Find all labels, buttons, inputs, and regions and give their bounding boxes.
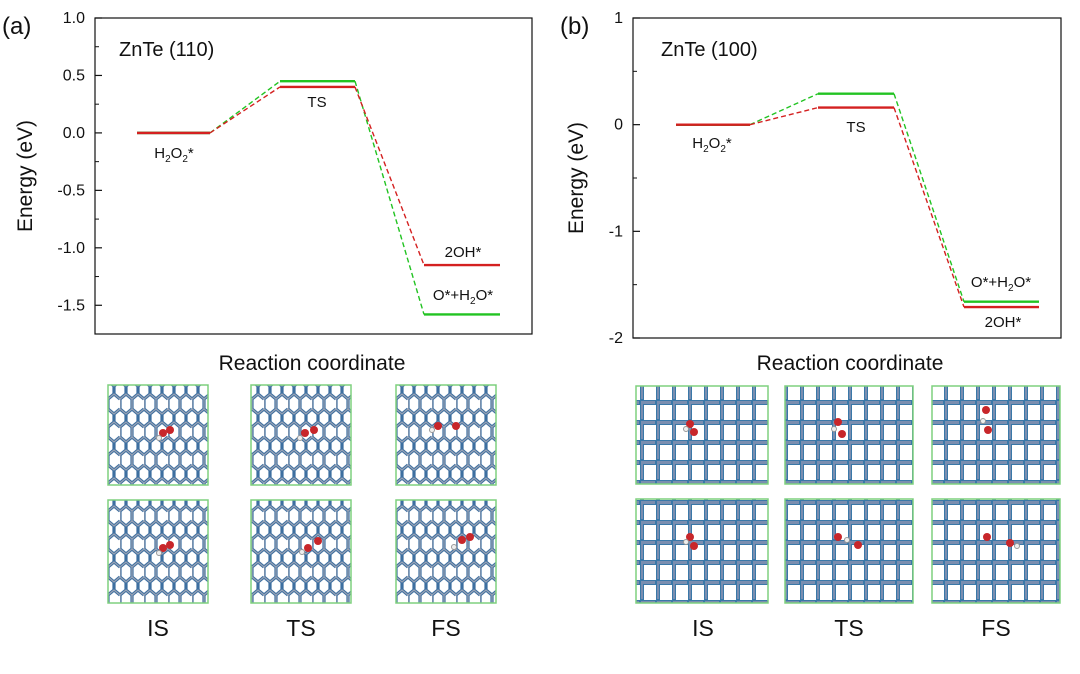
panel-b: (b) ZnTe (100) Energy (eV) Reaction coor… [560, 10, 1062, 641]
y-tick-label: -1 [609, 223, 623, 240]
reaction-path-connector [354, 86, 425, 266]
structure-fs-bottom [395, 499, 497, 604]
y-tick-label: 0 [614, 117, 623, 134]
structure-fs-bottom [931, 498, 1061, 604]
structure-ts-top [250, 384, 352, 486]
reaction-path-connector [209, 86, 281, 134]
ts-state-label: TS [846, 119, 865, 136]
adsorbate-molecules [156, 422, 474, 556]
structure-images [107, 384, 497, 604]
structure-label-is: IS [692, 615, 714, 641]
fs-label-o-h2o: O*+H2O* [971, 274, 1031, 294]
chart-title: ZnTe (100) [661, 39, 758, 61]
structure-label-is: IS [147, 615, 169, 641]
y-tick-label: -0.5 [57, 182, 85, 199]
ts-state-label: TS [307, 94, 326, 111]
y-tick-label: 1 [614, 10, 623, 27]
structure-label-fs: FS [981, 615, 1010, 641]
is-state-label: H2O2* [154, 145, 194, 165]
y-tick-label: -1.0 [57, 240, 85, 257]
structure-is-top [107, 384, 209, 486]
reaction-path-connector [893, 93, 965, 302]
reaction-path-connector [749, 106, 819, 126]
reaction-path-connector [354, 81, 425, 315]
y-tick-label: -2 [609, 330, 623, 347]
y-tick-label: 0.0 [63, 125, 85, 142]
reaction-path-connector [893, 107, 965, 308]
reaction-path-connector [209, 80, 281, 134]
x-axis-label: Reaction coordinate [219, 352, 406, 375]
y-tick-label: 0.5 [63, 67, 85, 84]
structure-label-ts: TS [286, 615, 315, 641]
adsorbate-molecules [683, 406, 1020, 550]
reaction-path-connector [749, 93, 819, 126]
panel-a: (a) ZnTe (110) Energy (eV) Reaction coor… [2, 10, 533, 641]
structure-is-bottom [635, 498, 769, 604]
chart-title: ZnTe (110) [119, 39, 214, 61]
y-tick-label: 1.0 [63, 10, 85, 27]
panel-label: (a) [2, 13, 31, 40]
structure-label-ts: TS [834, 615, 863, 641]
x-axis-label: Reaction coordinate [757, 352, 944, 375]
structure-images [635, 385, 1061, 604]
y-axis-label: Energy (eV) [565, 122, 588, 234]
y-axis-label: Energy (eV) [14, 120, 37, 232]
y-tick-label: -1.5 [57, 297, 85, 314]
plot-frame [94, 17, 533, 335]
fs-label-2oh: 2OH* [445, 244, 482, 261]
structure-ts-top [784, 385, 914, 485]
is-state-label: H2O2* [692, 135, 732, 155]
structure-is-top [635, 385, 769, 485]
structure-label-fs: FS [431, 615, 460, 641]
structure-fs-top [395, 384, 497, 486]
panel-label: (b) [560, 13, 589, 40]
structure-fs-top [931, 385, 1061, 485]
fs-label-2oh: 2OH* [985, 314, 1022, 331]
fs-label-o-h2o: O*+H2O* [433, 287, 493, 307]
structure-ts-bottom [784, 498, 914, 604]
